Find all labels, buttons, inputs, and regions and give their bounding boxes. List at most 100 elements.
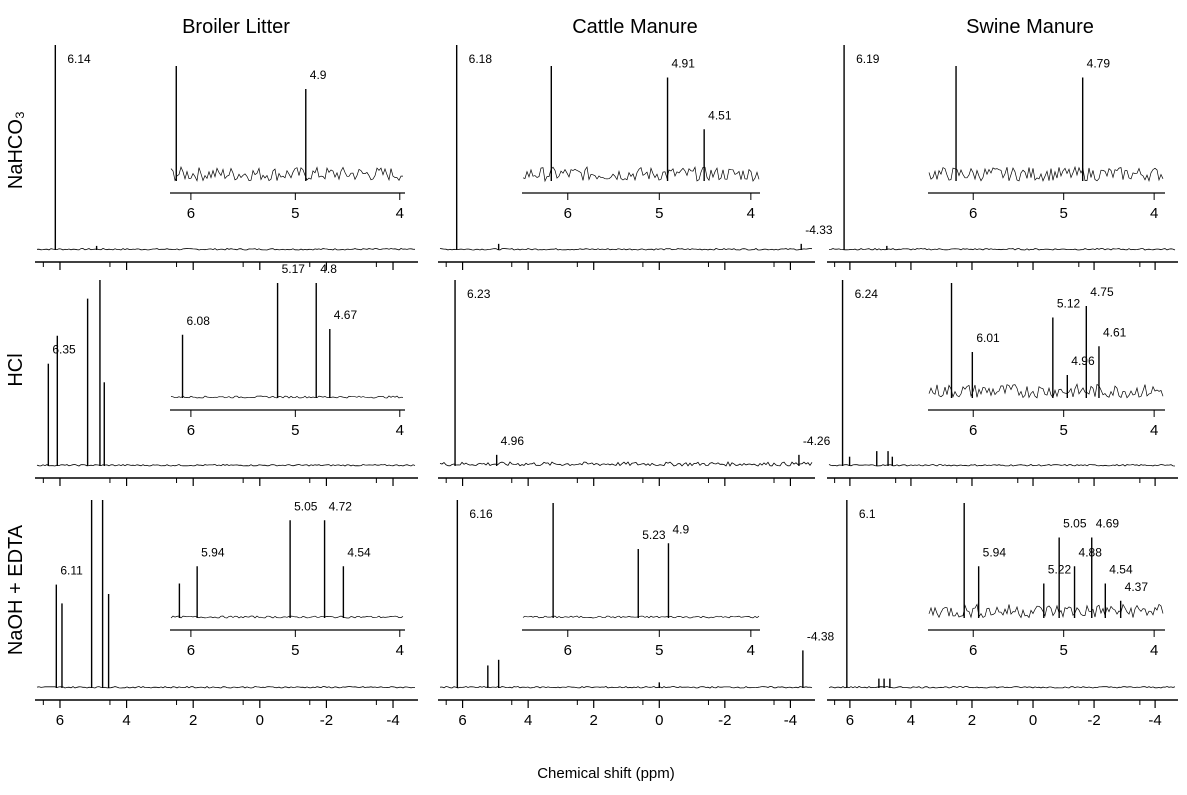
x-tick-label: 2	[189, 712, 197, 729]
inset-baseline	[170, 615, 404, 619]
peak-label: 6.11	[60, 564, 83, 578]
inset-peak-label: 5.94	[983, 545, 1007, 559]
inset-tick-label: 4	[747, 205, 755, 222]
inset-peak-label: 4.54	[1109, 563, 1133, 577]
x-tick-label: 2	[968, 712, 976, 729]
inset-tick-label: 5	[1060, 422, 1068, 439]
peak-label: -4.33	[805, 223, 833, 237]
inset-tick-label: 6	[564, 205, 572, 222]
inset-tick-label: 4	[1150, 205, 1158, 222]
x-tick-label: 2	[590, 712, 598, 729]
inset-tick-label: 4	[1150, 422, 1158, 439]
peak-label: 6.19	[856, 52, 880, 66]
inset-tick-label: 5	[1060, 642, 1068, 659]
baseline	[828, 686, 1176, 689]
inset-baseline	[170, 395, 404, 399]
column-title: Cattle Manure	[572, 16, 698, 38]
peak-label: -4.26	[803, 434, 831, 448]
baseline	[439, 686, 813, 689]
inset-tick-label: 6	[969, 422, 977, 439]
inset-peak-label: 4.91	[672, 57, 696, 71]
x-tick-label: -4	[1148, 712, 1161, 729]
inset-peak-label: 4.72	[329, 499, 353, 513]
inset-baseline	[928, 603, 1164, 619]
baseline	[36, 464, 416, 467]
inset-tick-label: 6	[969, 205, 977, 222]
row-label: HCl	[5, 353, 27, 386]
inset-peak-label: 4.61	[1103, 325, 1127, 339]
inset-tick-label: 6	[187, 642, 195, 659]
x-tick-label: 6	[458, 712, 466, 729]
inset-peak-label: 5.22	[1048, 563, 1072, 577]
inset-peak-label: 5.23	[642, 528, 666, 542]
x-tick-label: -2	[320, 712, 333, 729]
peak-label: 6.18	[469, 52, 493, 66]
inset-tick-label: 6	[564, 642, 572, 659]
baseline	[828, 248, 1176, 251]
x-tick-label: 6	[56, 712, 64, 729]
row-label: NaHCO₃	[5, 111, 27, 189]
inset-peak-label: 4.37	[1125, 580, 1149, 594]
x-tick-label: -4	[386, 712, 399, 729]
baseline	[828, 464, 1176, 467]
inset-baseline	[928, 383, 1164, 399]
peak-label: 6.1	[859, 507, 876, 521]
inset-baseline	[928, 165, 1164, 183]
inset-peak-label: 5.17	[282, 262, 306, 276]
inset-tick-label: 5	[1060, 205, 1068, 222]
inset-tick-label: 5	[291, 422, 299, 439]
inset-peak-label: 4.88	[1079, 545, 1103, 559]
x-axis-label: Chemical shift (ppm)	[537, 765, 675, 782]
baseline	[439, 461, 813, 467]
inset-tick-label: 4	[1150, 642, 1158, 659]
inset-tick-label: 4	[396, 422, 404, 439]
x-tick-label: 0	[655, 712, 663, 729]
column-title: Broiler Litter	[182, 16, 290, 38]
inset-peak-label: 4.9	[672, 522, 689, 536]
inset-peak-label: 4.8	[320, 262, 337, 276]
x-tick-label: -2	[718, 712, 731, 729]
inset-tick-label: 5	[291, 642, 299, 659]
peak-label: 6.14	[67, 52, 91, 66]
baseline	[439, 248, 813, 251]
inset-peak-label: 5.94	[201, 545, 225, 559]
x-tick-label: 6	[846, 712, 854, 729]
inset-tick-label: 6	[187, 422, 195, 439]
inset-peak-label: 5.12	[1057, 297, 1081, 311]
inset-peak-label: 6.01	[976, 331, 1000, 345]
x-tick-label: 4	[907, 712, 915, 729]
peak-label: 6.16	[469, 507, 493, 521]
inset-tick-label: 4	[396, 205, 404, 222]
x-tick-label: 0	[1029, 712, 1037, 729]
inset-peak-label: 4.69	[1096, 517, 1120, 531]
peak-label: 4.96	[501, 434, 525, 448]
x-tick-label: 0	[256, 712, 264, 729]
inset-peak-label: 4.75	[1090, 285, 1114, 299]
row-label: NaOH + EDTA	[5, 524, 27, 655]
inset-peak-label: 4.54	[347, 545, 371, 559]
inset-baseline	[522, 166, 760, 183]
peak-label: 6.35	[52, 343, 76, 357]
inset-peak-label: 6.08	[187, 314, 211, 328]
column-title: Swine Manure	[966, 16, 1094, 38]
inset-tick-label: 5	[655, 205, 663, 222]
inset-tick-label: 5	[655, 642, 663, 659]
inset-baseline	[522, 615, 760, 619]
inset-peak-label: 4.9	[310, 68, 327, 82]
inset-peak-label: 4.96	[1071, 354, 1095, 368]
inset-tick-label: 4	[396, 642, 404, 659]
x-tick-label: -4	[784, 712, 797, 729]
inset-tick-label: 4	[747, 642, 755, 659]
inset-tick-label: 5	[291, 205, 299, 222]
peak-label: 6.24	[855, 287, 879, 301]
x-tick-label: -2	[1087, 712, 1100, 729]
x-tick-label: 4	[524, 712, 532, 729]
inset-peak-label: 4.67	[334, 308, 358, 322]
baseline	[36, 686, 415, 689]
inset-tick-label: 6	[187, 205, 195, 222]
baseline	[36, 248, 416, 251]
inset-baseline	[170, 166, 403, 182]
peak-label: 6.23	[467, 287, 491, 301]
